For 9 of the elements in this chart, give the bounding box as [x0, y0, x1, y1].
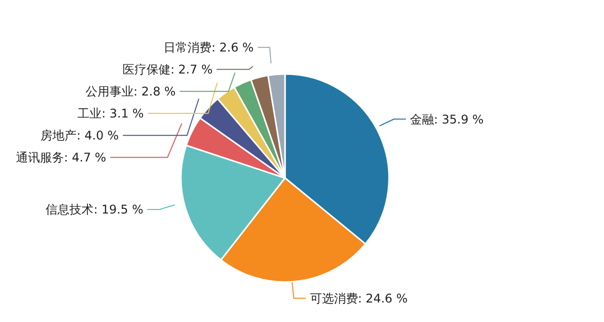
slice-label: 日常消费: 2.6 % [164, 40, 254, 55]
slice-label: 医疗保健: 2.7 % [122, 62, 213, 77]
slice-label: 房地产: 4.0 % [40, 128, 119, 143]
slice-label: 通讯服务: 4.7 % [16, 150, 106, 165]
slice-label: 信息技术: 19.5 % [46, 202, 144, 217]
slice-label: 可选消费: 24.6 % [310, 291, 408, 306]
slice-label: 公用事业: 2.8 % [86, 84, 176, 99]
slice-label: 工业: 3.1 % [78, 106, 144, 121]
slice-label: 金融: 35.9 % [410, 112, 484, 126]
